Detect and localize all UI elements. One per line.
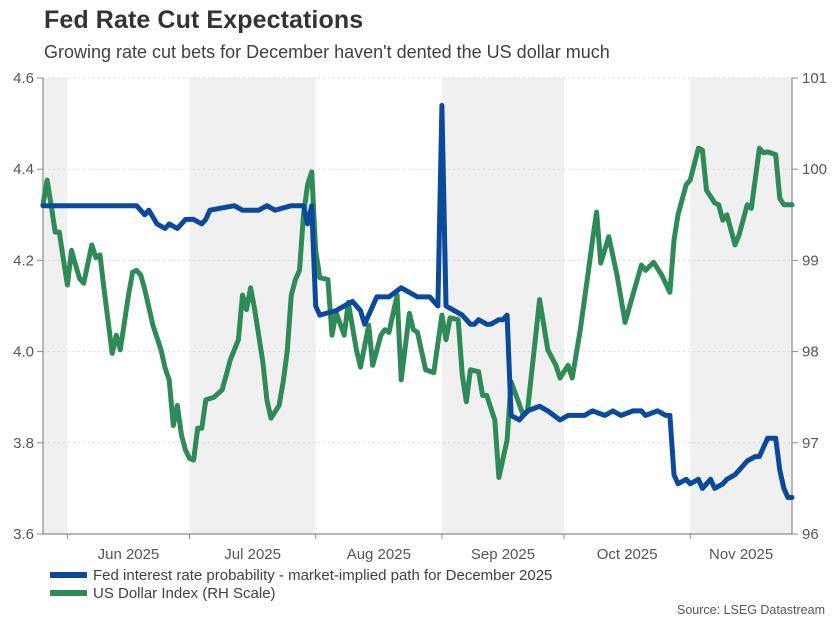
- x-tick-label: Aug 2025: [347, 546, 411, 563]
- legend-swatch-fed: [50, 572, 87, 578]
- legend-label-dxy: US Dollar Index (RH Scale): [93, 584, 276, 602]
- left-axis-ticks: 4.6 4.4 4.2 4.0 3.8 3.6: [13, 70, 43, 543]
- gridlines: [43, 77, 792, 444]
- x-tick-label: Jun 2025: [98, 546, 160, 563]
- source-note: Source: LSEG Datastream: [677, 603, 825, 617]
- left-tick-label: 3.8: [13, 435, 34, 452]
- shaded-month-band: [43, 78, 68, 534]
- month-shading-bands: [43, 78, 792, 534]
- series-lines: [40, 102, 795, 500]
- chart-subtitle: Growing rate cut bets for December haven…: [44, 42, 610, 62]
- axes: [42, 78, 793, 535]
- us-dollar-index-line: [40, 145, 795, 480]
- x-axis-ticks: Jun 2025 Jul 2025 Aug 2025 Sep 2025 Oct 2025…: [66, 534, 773, 563]
- legend-swatch-dxy: [50, 590, 87, 596]
- left-tick-label: 4.0: [13, 344, 34, 361]
- left-tick-label: 4.6: [13, 70, 34, 87]
- x-tick-label: Nov 2025: [709, 546, 773, 563]
- fed-rate-probability-line: [40, 102, 795, 500]
- left-tick-label: 4.4: [13, 161, 34, 178]
- right-tick-label: 99: [802, 252, 819, 269]
- chart-title: Fed Rate Cut Expectations: [44, 6, 364, 34]
- x-tick-label: Oct 2025: [597, 546, 658, 563]
- right-tick-label: 98: [802, 344, 819, 361]
- legend: Fed interest rate probability - market-i…: [50, 566, 552, 602]
- left-tick-label: 4.2: [13, 252, 34, 269]
- legend-label-fed: Fed interest rate probability - market-i…: [93, 566, 553, 584]
- right-tick-label: 100: [802, 161, 827, 178]
- x-tick-label: Sep 2025: [471, 546, 535, 563]
- legend-item-dxy: US Dollar Index (RH Scale): [50, 584, 552, 602]
- right-axis-ticks: 101 100 99 98 97 96: [792, 70, 827, 543]
- x-tick-label: Jul 2025: [224, 546, 281, 563]
- right-tick-label: 97: [802, 435, 819, 452]
- left-tick-label: 3.6: [13, 526, 34, 543]
- right-tick-label: 96: [802, 526, 819, 543]
- legend-item-fed: Fed interest rate probability - market-i…: [50, 566, 552, 584]
- right-tick-label: 101: [802, 70, 827, 87]
